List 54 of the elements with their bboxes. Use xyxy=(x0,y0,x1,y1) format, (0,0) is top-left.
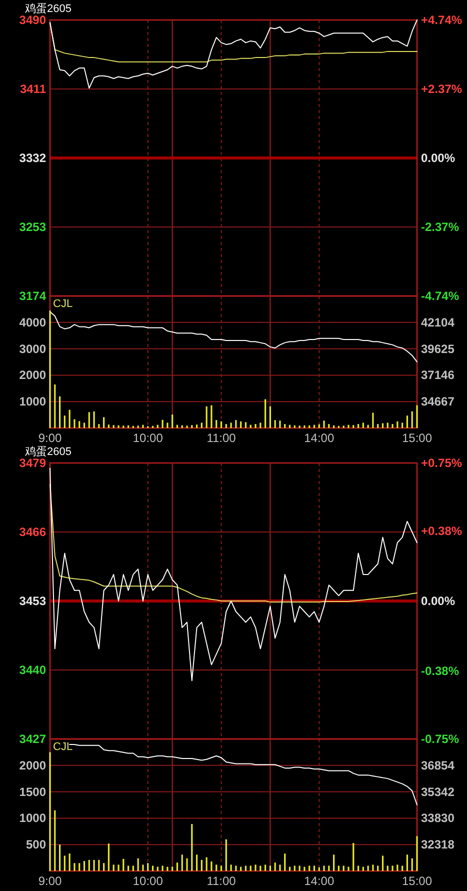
line-series xyxy=(50,311,418,362)
y2-tick-label: -2.37% xyxy=(421,220,460,234)
y2-tick-label: 35342 xyxy=(421,784,455,799)
y-tick-label: 3332 xyxy=(19,151,46,165)
y2-tick-label: 39625 xyxy=(421,342,455,356)
y2-tick-label: -0.75% xyxy=(421,732,460,746)
y-tick-label: 3453 xyxy=(19,594,46,608)
y2-tick-label: 32318 xyxy=(421,838,455,852)
chart-title: 鸡蛋2605 xyxy=(24,446,72,458)
y2-tick-label: 33830 xyxy=(421,811,455,826)
x-tick-label: 15:00 xyxy=(402,874,432,888)
y2-tick-label: 37146 xyxy=(421,368,455,382)
y-tick-label: 4000 xyxy=(19,315,46,330)
line-series xyxy=(50,20,418,89)
y-tick-label: 500 xyxy=(26,838,46,852)
y-tick-label: 3466 xyxy=(19,525,46,539)
y2-tick-label: +0.75% xyxy=(421,456,462,470)
y-tick-label: 3411 xyxy=(20,82,46,96)
line-series xyxy=(50,468,418,682)
x-tick-label: 10:00 xyxy=(132,874,164,888)
x-tick-label: 15:00 xyxy=(402,431,432,445)
chart-title: 鸡蛋2605 xyxy=(24,3,72,15)
y-tick-label: 3427 xyxy=(19,732,46,746)
y-tick-label: 2000 xyxy=(19,368,46,382)
y-tick-label: 3490 xyxy=(19,13,46,27)
y2-tick-label: 42104 xyxy=(421,315,455,330)
x-tick-label: 11:00 xyxy=(206,874,236,888)
y-tick-label: 2000 xyxy=(19,758,46,772)
y2-tick-label: 34667 xyxy=(421,394,455,409)
y-tick-label: 3174 xyxy=(19,289,46,303)
line-series xyxy=(50,484,418,603)
x-tick-label: 9:00 xyxy=(38,874,62,888)
x-tick-label: 9:00 xyxy=(38,431,62,445)
y-tick-label: 1500 xyxy=(19,784,46,799)
annotation: CJL xyxy=(53,298,73,310)
y2-tick-label: -0.38% xyxy=(421,664,460,678)
y-tick-label: 3253 xyxy=(19,220,46,234)
y-tick-label: 1000 xyxy=(19,394,46,409)
annotation: CJL xyxy=(53,741,73,753)
y2-tick-label: 0.00% xyxy=(421,151,456,165)
y-tick-label: 3440 xyxy=(19,663,46,677)
y2-tick-label: -4.74% xyxy=(421,289,460,303)
y-tick-label: 1000 xyxy=(19,811,46,826)
x-tick-label: 14:00 xyxy=(304,874,334,888)
x-tick-label: 14:00 xyxy=(304,431,334,445)
y-tick-label: 3000 xyxy=(19,342,46,356)
y-tick-label: 3479 xyxy=(19,456,46,470)
y2-tick-label: 36854 xyxy=(421,758,455,772)
y2-tick-label: 0.00% xyxy=(421,594,456,608)
x-tick-label: 11:00 xyxy=(206,431,236,445)
x-tick-label: 10:00 xyxy=(132,431,164,445)
y2-tick-label: +2.37% xyxy=(421,82,462,96)
y2-tick-label: +0.38% xyxy=(421,524,462,538)
y2-tick-label: +4.74% xyxy=(421,13,462,27)
